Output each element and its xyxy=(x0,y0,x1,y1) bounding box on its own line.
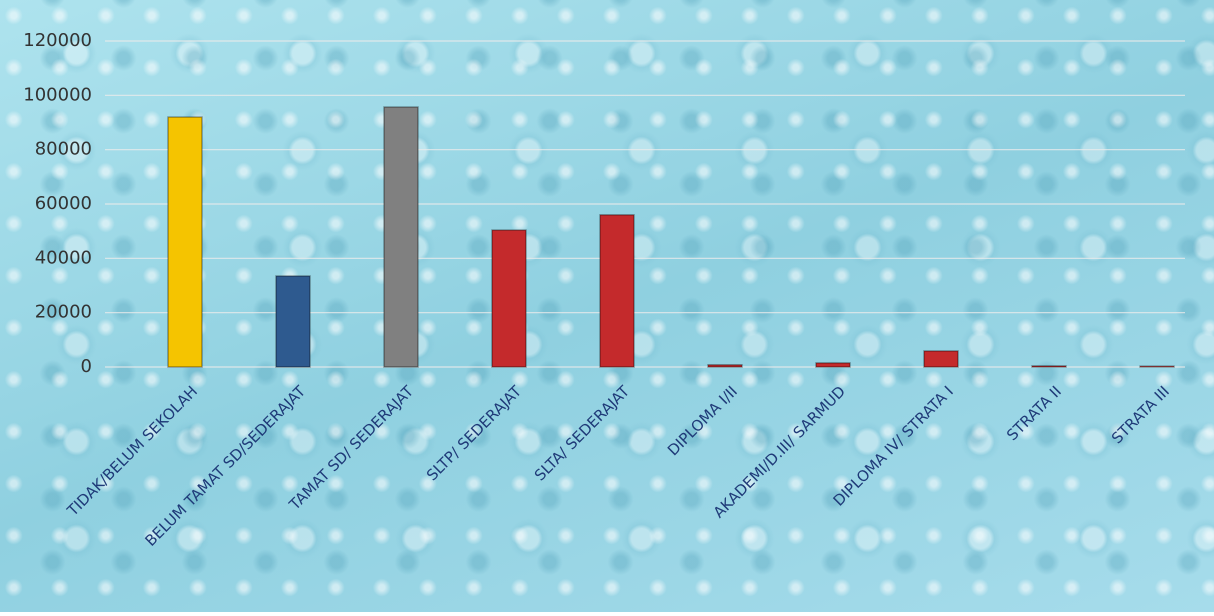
x-tick-label: SLTP/ SEDERAJAT xyxy=(423,382,526,485)
x-tick-label: SLTA/ SEDERAJAT xyxy=(531,382,634,485)
y-tick-label: 100000 xyxy=(23,84,92,105)
x-tick-label: DIPLOMA I/II xyxy=(664,382,741,459)
bar xyxy=(815,362,851,368)
bar xyxy=(491,229,527,368)
bar xyxy=(1031,365,1067,368)
bar xyxy=(707,364,743,368)
bar xyxy=(599,214,635,368)
x-tick-label: STRATA II xyxy=(1003,382,1065,444)
y-tick-label: 40000 xyxy=(35,247,92,268)
y-tick-label: 20000 xyxy=(35,302,92,323)
bar xyxy=(383,106,419,368)
x-tick-label: STRATA III xyxy=(1108,382,1173,447)
x-tick-label: DIPLOMA IV/ STRATA I xyxy=(830,382,957,509)
y-tick-label: 80000 xyxy=(35,139,92,160)
bar xyxy=(923,350,959,368)
y-tick-label: 0 xyxy=(81,356,92,377)
bar xyxy=(1139,365,1175,368)
y-tick-label: 60000 xyxy=(35,193,92,214)
x-tick-label: TAMAT SD/ SEDERAJAT xyxy=(285,382,418,515)
bar xyxy=(275,275,311,368)
y-tick-label: 120000 xyxy=(23,30,92,51)
bar xyxy=(167,116,203,368)
